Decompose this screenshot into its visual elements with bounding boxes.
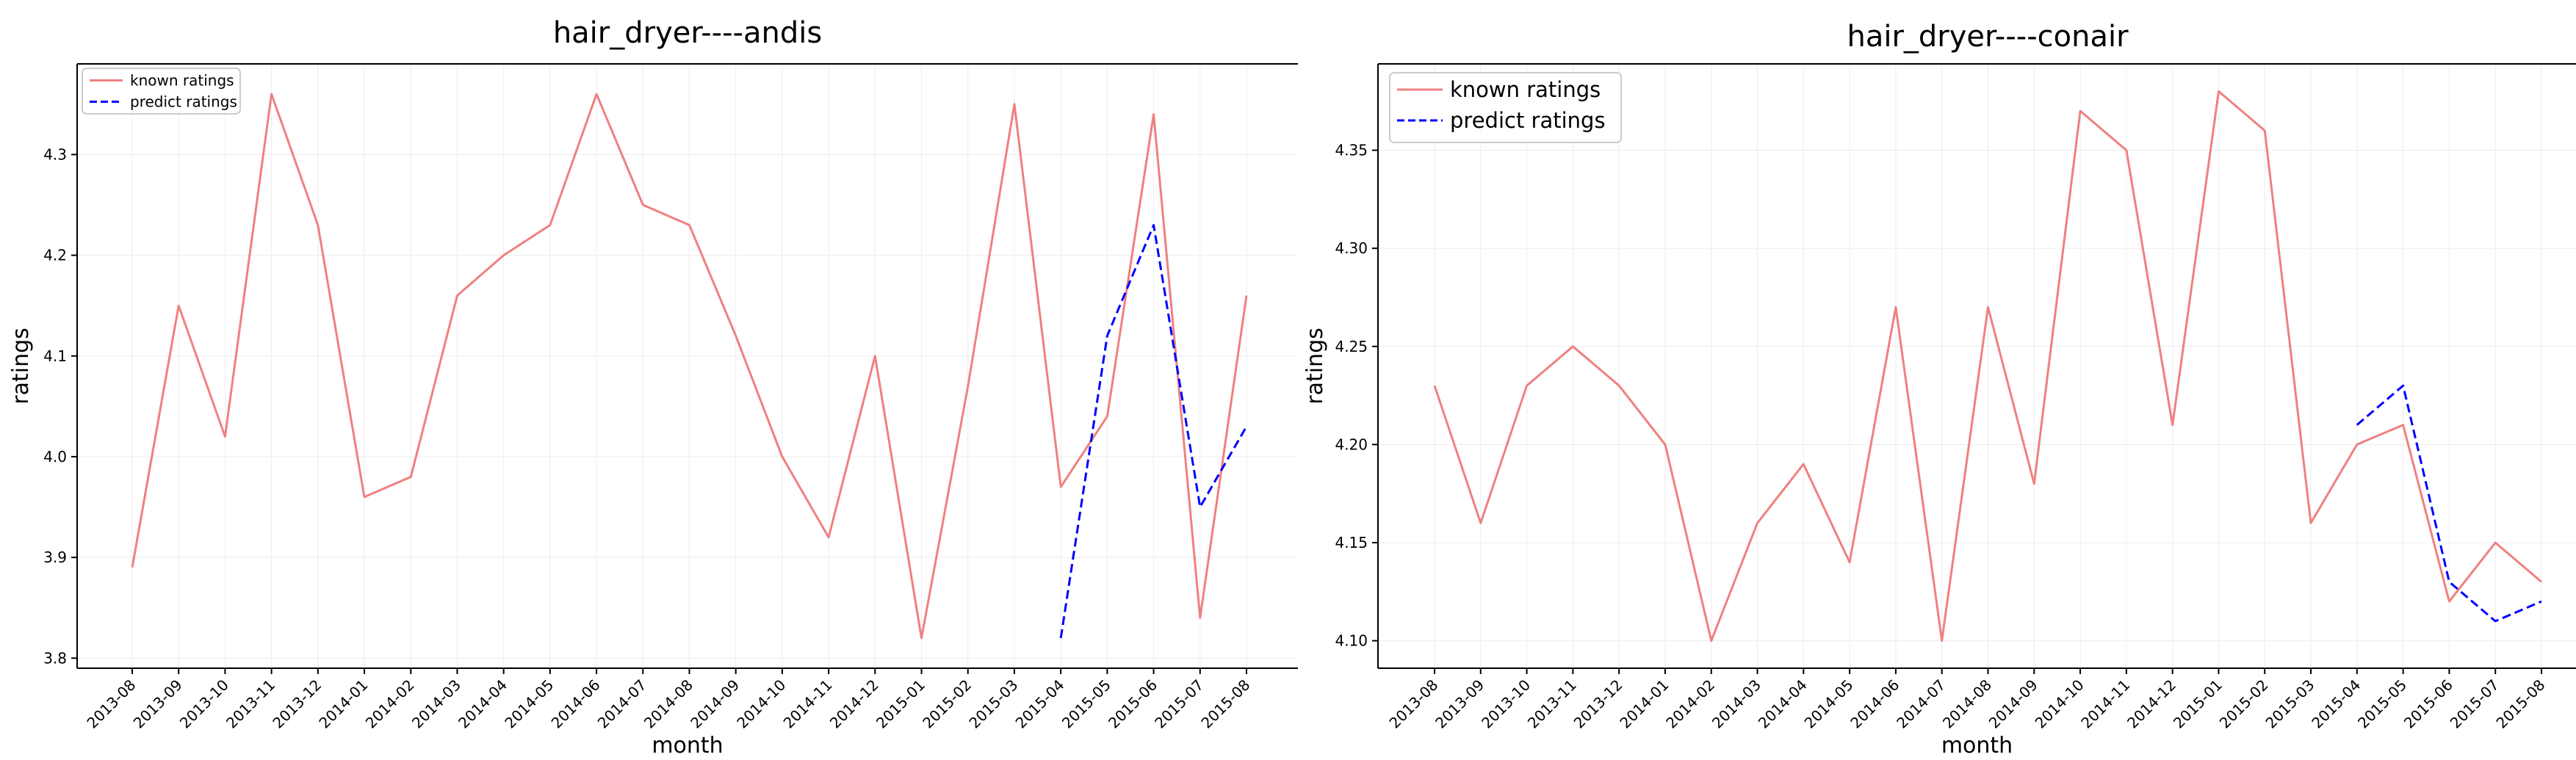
legend: known ratings predict ratings — [82, 68, 241, 115]
series-line-predict — [1059, 224, 1248, 639]
legend-label: known ratings — [130, 72, 234, 90]
x-tick-label: 2013-10 — [176, 676, 232, 732]
series-line-known — [131, 93, 1248, 640]
x-tick-label: 2013-08 — [1385, 676, 1441, 732]
x-tick-label: 2014-01 — [1616, 676, 1672, 732]
x-tick-label: 2015-02 — [919, 676, 975, 732]
y-tick-label: 4.10 — [1335, 632, 1368, 650]
series-line-known — [1433, 90, 2542, 643]
x-tick-label: 2014-10 — [2032, 676, 2088, 732]
x-tick-label: 2014-02 — [1662, 676, 1718, 732]
x-tick-label: 2014-07 — [1893, 676, 1949, 732]
y-tick-label: 4.30 — [1335, 239, 1368, 257]
x-tick-label: 2015-03 — [965, 676, 1021, 732]
x-tick-label: 2013-12 — [269, 676, 325, 732]
x-tick-label: 2015-08 — [2492, 676, 2548, 732]
x-tick-label: 2014-09 — [1985, 676, 2041, 732]
x-tick-label: 2015-06 — [1105, 676, 1161, 732]
x-tick-label: 2014-07 — [594, 676, 650, 732]
x-tick-label: 2014-11 — [780, 676, 836, 732]
x-tick-label: 2015-04 — [1012, 676, 1068, 732]
x-tick-label: 2014-05 — [1801, 676, 1857, 732]
x-tick-label: 2014-08 — [1939, 676, 1995, 732]
x-tick-label: 2015-07 — [2447, 676, 2503, 732]
x-tick-label: 2013-08 — [83, 676, 139, 732]
y-tick-label: 4.25 — [1335, 338, 1368, 355]
y-tick-label: 3.8 — [43, 649, 67, 667]
x-tick-label: 2014-12 — [2124, 676, 2179, 732]
legend-frame — [1389, 72, 1622, 143]
x-tick-label: 2015-05 — [1058, 676, 1114, 732]
x-axis-label: month — [652, 733, 723, 759]
x-tick-label: 2015-05 — [2354, 676, 2410, 732]
x-tick-label: 2014-10 — [733, 676, 789, 732]
x-axis-label: month — [1941, 733, 2013, 759]
chart-title: hair_dryer----andis — [553, 16, 822, 50]
x-tick-label: 2015-02 — [2216, 676, 2272, 732]
x-tick-label: 2015-04 — [2308, 676, 2364, 732]
x-tick-label: 2014-02 — [362, 676, 418, 732]
y-tick-label: 4.15 — [1335, 534, 1368, 551]
x-tick-label: 2014-12 — [826, 676, 882, 732]
x-tick-label: 2013-11 — [1524, 676, 1580, 732]
y-tick-label: 4.35 — [1335, 142, 1368, 159]
y-tick-label: 4.1 — [43, 347, 67, 365]
x-tick-label: 2014-11 — [2077, 676, 2133, 732]
x-tick-label: 2014-05 — [501, 676, 557, 732]
x-tick-label: 2014-06 — [1847, 676, 1902, 732]
x-tick-label: 2014-09 — [687, 676, 743, 732]
y-tick-label: 4.2 — [43, 247, 67, 264]
x-tick-label: 2015-01 — [2170, 676, 2226, 732]
y-tick-label: 4.3 — [43, 145, 67, 163]
chart-title: hair_dryer----conair — [1847, 20, 2129, 54]
x-tick-label: 2013-10 — [1478, 676, 1534, 732]
y-axis-label: ratings — [8, 327, 34, 405]
x-tick-label: 2015-06 — [2400, 676, 2456, 732]
x-tick-label: 2014-06 — [548, 676, 604, 732]
x-tick-label: 2015-07 — [1151, 676, 1207, 732]
x-tick-label: 2013-12 — [1570, 676, 1626, 732]
x-tick-label: 2014-04 — [1755, 676, 1811, 732]
x-tick-label: 2013-09 — [130, 676, 186, 732]
x-tick-label: 2014-04 — [455, 676, 510, 732]
x-tick-label: 2014-08 — [641, 676, 696, 732]
x-tick-label: 2014-01 — [316, 676, 372, 732]
x-tick-label: 2013-11 — [223, 676, 278, 732]
y-tick-label: 4.20 — [1335, 435, 1368, 453]
x-tick-label: 2013-09 — [1432, 676, 1487, 732]
y-axis-label: ratings — [1302, 327, 1328, 405]
legend-label: predict ratings — [130, 93, 237, 111]
x-tick-label: 2015-03 — [2262, 676, 2318, 732]
series-line-predict — [2356, 384, 2542, 623]
x-tick-label: 2014-03 — [408, 676, 464, 732]
y-tick-label: 3.9 — [43, 549, 67, 566]
y-tick-label: 4.0 — [43, 448, 67, 466]
chart-panel-2: 4.104.154.204.254.304.352013-082013-0920… — [1302, 20, 2576, 759]
legend: known ratings predict ratings — [1389, 72, 1622, 143]
x-tick-label: 2015-08 — [1197, 676, 1253, 732]
chart-panel-1: 3.83.94.04.14.24.32013-082013-092013-102… — [8, 16, 1298, 759]
x-tick-label: 2015-01 — [873, 676, 928, 732]
legend-label: predict ratings — [1450, 108, 1606, 133]
legend-label: known ratings — [1450, 77, 1601, 102]
x-tick-label: 2014-03 — [1709, 676, 1764, 732]
